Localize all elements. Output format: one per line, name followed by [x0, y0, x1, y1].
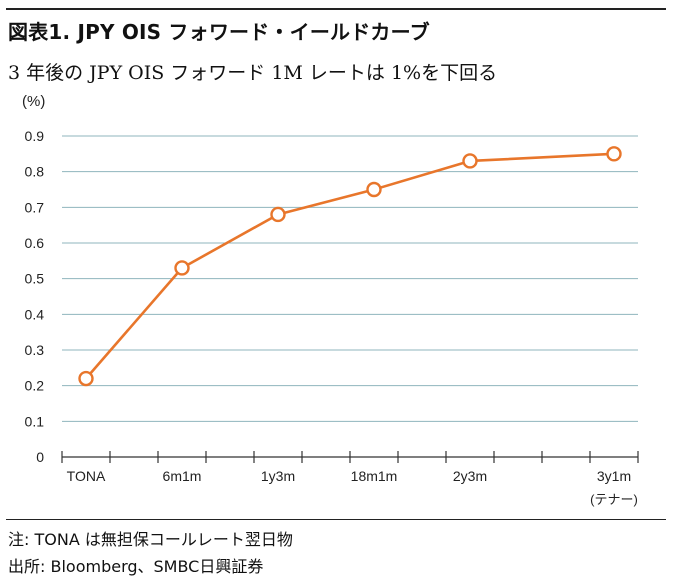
y-tick-label: 0.7: [25, 199, 45, 215]
y-tick-label: 0.2: [25, 378, 45, 394]
gridlines: [62, 135, 638, 422]
y-tick-label: 0.3: [25, 342, 45, 358]
data-point: [270, 206, 286, 223]
x-tick-label: TONA: [67, 468, 106, 484]
top-rule: [6, 8, 666, 10]
y-axis-unit-label: (%): [22, 93, 45, 110]
bottom-rule: [6, 519, 666, 520]
x-tick-label: 18m1m: [351, 468, 398, 484]
data-point: [606, 146, 622, 162]
source-note: 出所: Bloomberg、SMBC日興証券: [8, 557, 264, 576]
data-point: [462, 153, 478, 169]
chart-subtitle: 3 年後の JPY OIS フォワード 1M レートは 1%を下回る: [8, 62, 498, 84]
y-tick-label: 0.1: [25, 413, 45, 429]
data-point: [174, 260, 190, 276]
data-point: [366, 181, 382, 198]
data-point: [78, 370, 94, 387]
y-tick-label: 0.4: [25, 306, 45, 322]
chart-title: 図表1. JPY OIS フォワード・イールドカーブ: [8, 20, 430, 44]
axes: 0 0.1 0.2 0.3 0.4 0.5 0.6 0.7 0.8 0.9 TONA 6m1m 1y3m…: [25, 128, 639, 507]
line-chart: (%) 0 0.1 0.2 0.3 0.4 0.5 0.6 0.7 0.8 0.9 TONA 6m1m…: [22, 93, 639, 507]
series-group: [78, 146, 622, 387]
y-tick-label: 0.5: [25, 271, 45, 287]
y-tick-label: 0.6: [25, 235, 45, 251]
x-tick-label: 1y3m: [261, 468, 295, 484]
series-line: [85, 152, 615, 380]
y-tick-label: 0.9: [25, 128, 45, 144]
x-tick-label: 6m1m: [163, 468, 202, 484]
y-tick-label: 0: [36, 449, 44, 465]
x-tick-label: 2y3m: [453, 468, 487, 484]
y-tick-label: 0.8: [25, 164, 45, 180]
x-tick-label: 3y1m: [597, 468, 631, 484]
footnote: 注: TONA は無担保コールレート翌日物: [8, 530, 293, 549]
x-tick-sublabel: (テナー): [590, 492, 638, 507]
